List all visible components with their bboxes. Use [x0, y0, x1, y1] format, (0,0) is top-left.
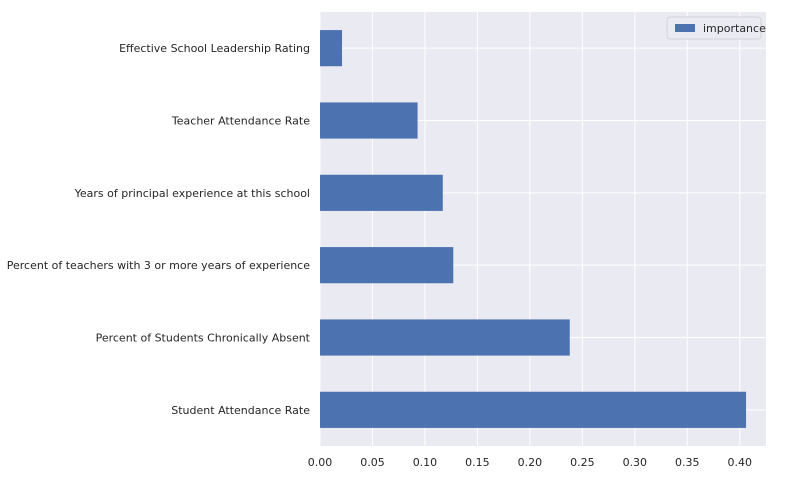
legend-label: importance [703, 22, 766, 35]
bar [320, 247, 454, 284]
plot-background [320, 12, 766, 446]
legend-box [666, 16, 762, 40]
category-labels: Effective School Leadership Rating Teache… [7, 42, 311, 417]
bar [320, 174, 443, 211]
category-label: Student Attendance Rate [171, 404, 310, 417]
x-tick-label: 0.40 [728, 456, 753, 469]
category-label: Teacher Attendance Rate [171, 115, 310, 128]
x-tick-label: 0.10 [413, 456, 438, 469]
x-tick-labels: 0.00 0.05 0.10 0.15 0.20 0.25 0.30 0.35 0.40 [308, 456, 752, 469]
x-tick-label: 0.20 [518, 456, 543, 469]
bar [320, 319, 570, 356]
category-label: Percent of Students Chronically Absent [96, 332, 311, 345]
x-tick-label: 0.25 [570, 456, 595, 469]
bar [320, 30, 343, 67]
category-label: Percent of teachers with 3 or more years… [7, 259, 310, 272]
x-tick-label: 0.30 [623, 456, 648, 469]
x-tick-label: 0.00 [308, 456, 333, 469]
x-tick-label: 0.15 [465, 456, 490, 469]
category-label: Effective School Leadership Rating [119, 42, 310, 55]
x-tick-label: 0.05 [360, 456, 385, 469]
bar [320, 102, 418, 139]
category-label: Years of principal experience at this sc… [74, 187, 310, 200]
x-tick-label: 0.35 [675, 456, 700, 469]
bar [320, 391, 747, 428]
legend-swatch [675, 24, 695, 32]
bars [320, 30, 747, 428]
legend: importance [666, 16, 766, 40]
